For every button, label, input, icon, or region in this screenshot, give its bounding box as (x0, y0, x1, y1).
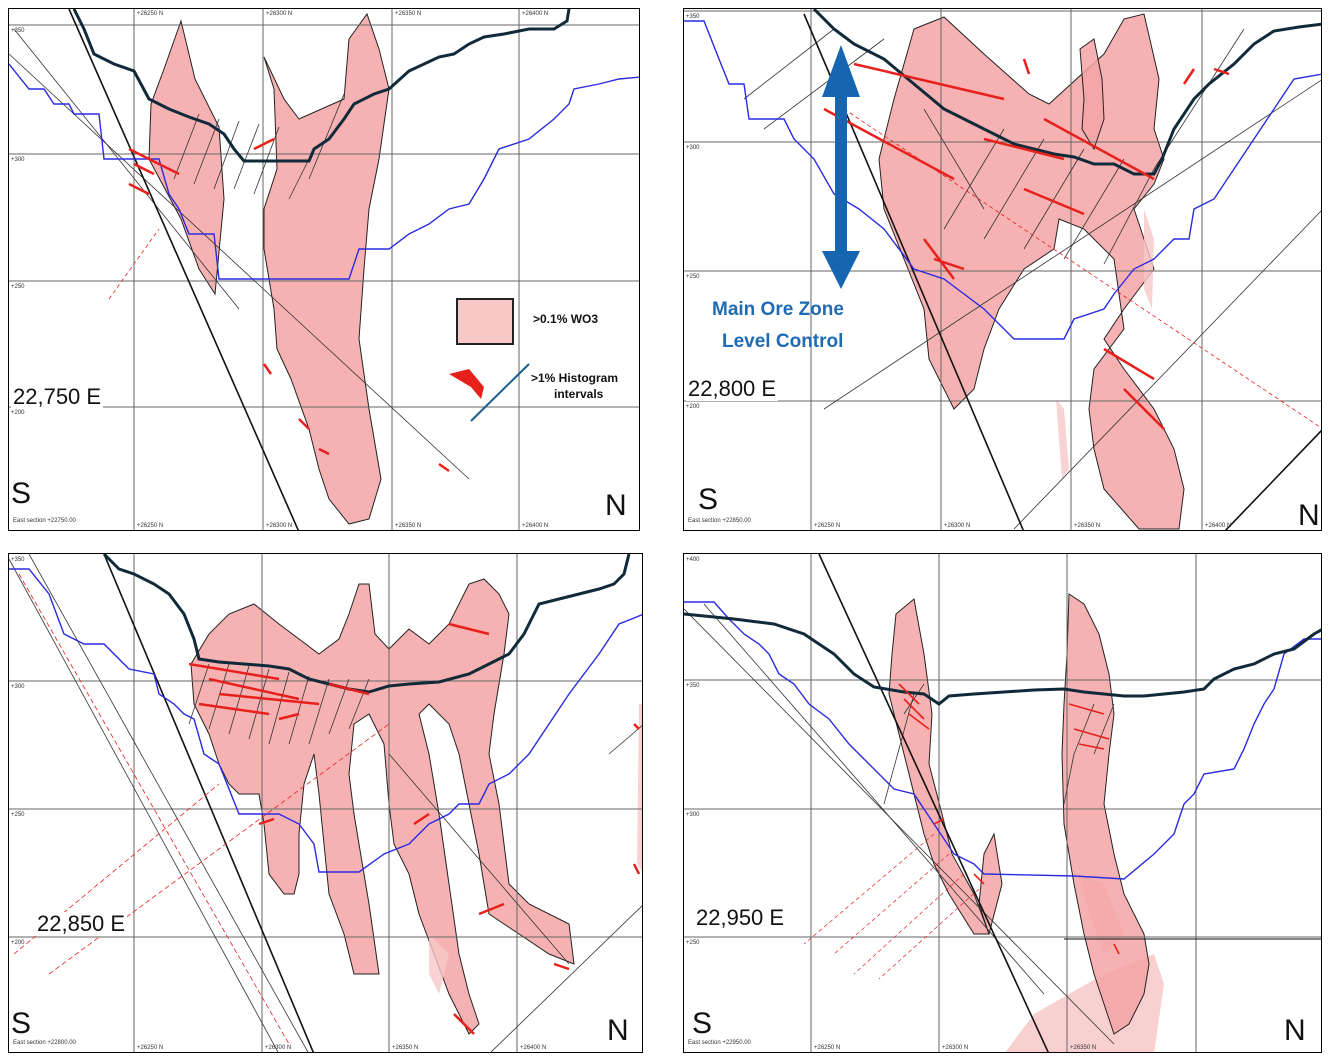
bottom-tick: +26250 N (814, 523, 841, 529)
fault-lines (818, 554, 1049, 1052)
direction-north: N (1298, 499, 1320, 531)
ore-halo-shapes (1056, 209, 1154, 479)
section-label: 22,750 E (11, 384, 104, 409)
direction-north: N (605, 489, 627, 522)
section-panel-22950: +400 +350 +300 +250 22,950 E S N East se… (683, 553, 1322, 1053)
section-panel-22750: +26250 N +26300 N +26350 N +26400 N +350… (8, 8, 640, 531)
histogram-intervals (128, 137, 450, 473)
elevation-tick: +300 (686, 812, 700, 818)
drill-traces (9, 554, 642, 1052)
bottom-tick: +26250 N (137, 523, 164, 529)
legend-wo3-label: >0.1% WO3 (533, 312, 599, 326)
legend-histogram-label-line1: >1% Histogram (531, 371, 619, 385)
elevation-tick: +350 (686, 14, 700, 20)
section-drawing (684, 554, 1321, 1052)
section-label: 22,950 E (694, 905, 787, 930)
level-control-line (9, 63, 639, 280)
elevation-tick: +250 (11, 284, 25, 290)
histogram-intervals (898, 683, 1120, 955)
level-control-line (684, 601, 1321, 880)
section-label: 22,800 E (686, 376, 779, 401)
bottom-tick: +26300 N (266, 523, 293, 529)
bottom-tick: +26400 N (520, 1045, 547, 1051)
level-control-line (9, 568, 642, 873)
bottom-tick: +26250 N (137, 1045, 164, 1051)
pit-surface-line (812, 9, 1321, 176)
pit-surface-line (72, 9, 571, 163)
fault-lines (68, 9, 299, 530)
drill-traces (9, 28, 470, 480)
direction-south: S (698, 483, 719, 516)
legend-wo3-swatch (456, 298, 514, 345)
legend-histogram-stick (470, 363, 530, 422)
drill-traces (684, 603, 1115, 1045)
pit-surface-line (684, 612, 1321, 706)
drill-traces (743, 28, 1321, 530)
grid-lines (684, 9, 1321, 530)
direction-south: S (692, 1007, 713, 1040)
hist-dashed-trace (108, 228, 160, 300)
top-tick: +26250 N (137, 11, 164, 17)
direction-north: N (1284, 1014, 1306, 1047)
section-panel-22800: +350 +300 +250 +200 Main Ore Zone Level … (683, 8, 1322, 531)
level-control-arrow (822, 45, 860, 289)
top-tick: +26350 N (395, 11, 422, 17)
callout-line2: Level Control (722, 331, 844, 352)
section-drawing (9, 554, 642, 1052)
top-tick: +26300 N (266, 11, 293, 17)
bottom-tick: +26300 N (265, 1045, 292, 1051)
elevation-tick: +250 (11, 812, 25, 818)
section-drawing (684, 9, 1321, 530)
histogram-intervals (188, 622, 641, 1035)
fault-lines (103, 554, 315, 1052)
direction-south: S (11, 477, 32, 510)
ore-zone-shapes (148, 12, 390, 525)
callout-line1: Main Ore Zone (712, 299, 844, 320)
section-footer: East section +22850.00 (688, 518, 751, 524)
ore-halo-shapes (429, 704, 642, 994)
legend-histogram-label-line2: intervals (554, 387, 604, 401)
bottom-tick: +26350 N (1070, 1045, 1097, 1051)
section-panel-22850: +350 +300 +250 +200 22,850 E S N East se… (8, 553, 643, 1053)
legend-histogram-symbol (449, 369, 484, 399)
section-drawing (9, 9, 639, 530)
elevation-tick: +350 (11, 557, 25, 563)
elevation-tick: +250 (686, 274, 700, 280)
bottom-tick: +26300 N (942, 1045, 969, 1051)
elevation-tick: +200 (11, 410, 25, 416)
direction-south: S (11, 1007, 32, 1040)
bottom-tick: +26400 N (522, 523, 549, 529)
top-tick: +26400 N (522, 11, 549, 17)
bottom-tick: +26350 N (392, 1045, 419, 1051)
elevation-tick: +300 (11, 684, 25, 690)
elevation-tick: +300 (686, 145, 700, 151)
section-footer: East section +22800.00 (13, 1040, 76, 1046)
elevation-tick: +350 (686, 683, 700, 689)
bottom-tick: +26350 N (395, 523, 422, 529)
section-footer: East section +22750.00 (13, 518, 76, 524)
bottom-tick: +26300 N (944, 523, 971, 529)
direction-north: N (607, 1014, 629, 1047)
level-control-line (684, 20, 1321, 340)
ore-zone-shapes (878, 13, 1185, 530)
section-label: 22,850 E (35, 911, 128, 936)
dashed-drill-traces (803, 833, 980, 980)
bottom-tick: +26250 N (814, 1045, 841, 1051)
elevation-tick: +300 (11, 157, 25, 163)
elevation-tick: +250 (686, 940, 700, 946)
bottom-tick: +26400 N (1205, 523, 1232, 529)
bottom-tick: +26350 N (1074, 523, 1101, 529)
elevation-tick: +400 (686, 557, 700, 563)
elevation-tick: +350 (11, 28, 25, 34)
elevation-tick: +200 (11, 940, 25, 946)
grid-lines (9, 554, 642, 1052)
section-footer: East section +22950.00 (688, 1040, 751, 1046)
ore-zone-shapes (190, 578, 575, 1035)
elevation-tick: +200 (686, 404, 700, 410)
dashed-drill-trace (843, 108, 1321, 429)
ore-zone-shapes (888, 593, 1150, 1035)
grid-lines (684, 554, 1321, 1052)
